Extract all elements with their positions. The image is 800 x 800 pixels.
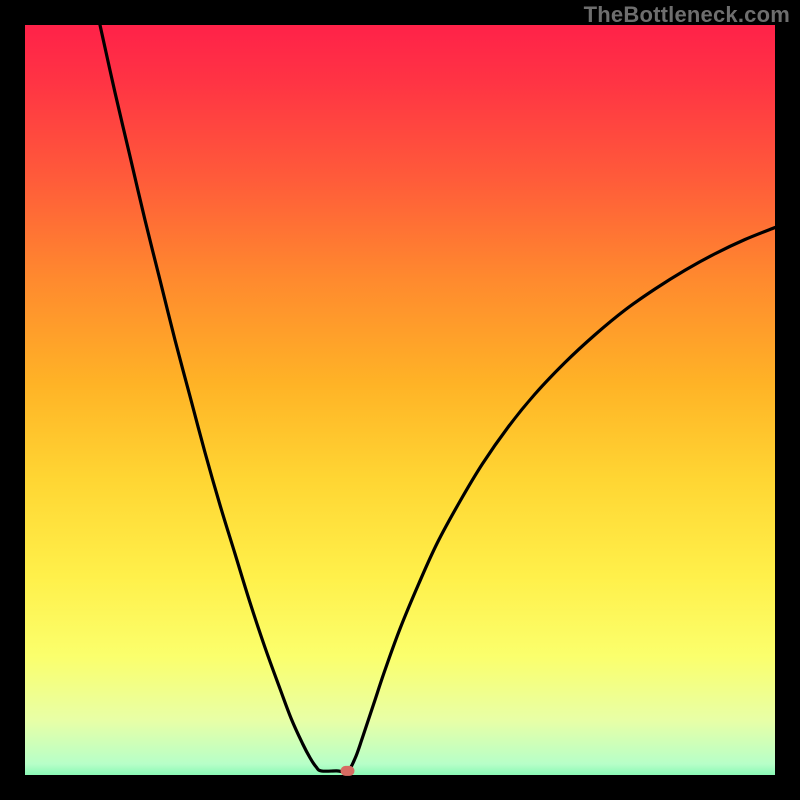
chart-stage: TheBottleneck.com [0,0,800,800]
bottleneck-chart [0,0,800,800]
optimum-marker [341,766,355,776]
